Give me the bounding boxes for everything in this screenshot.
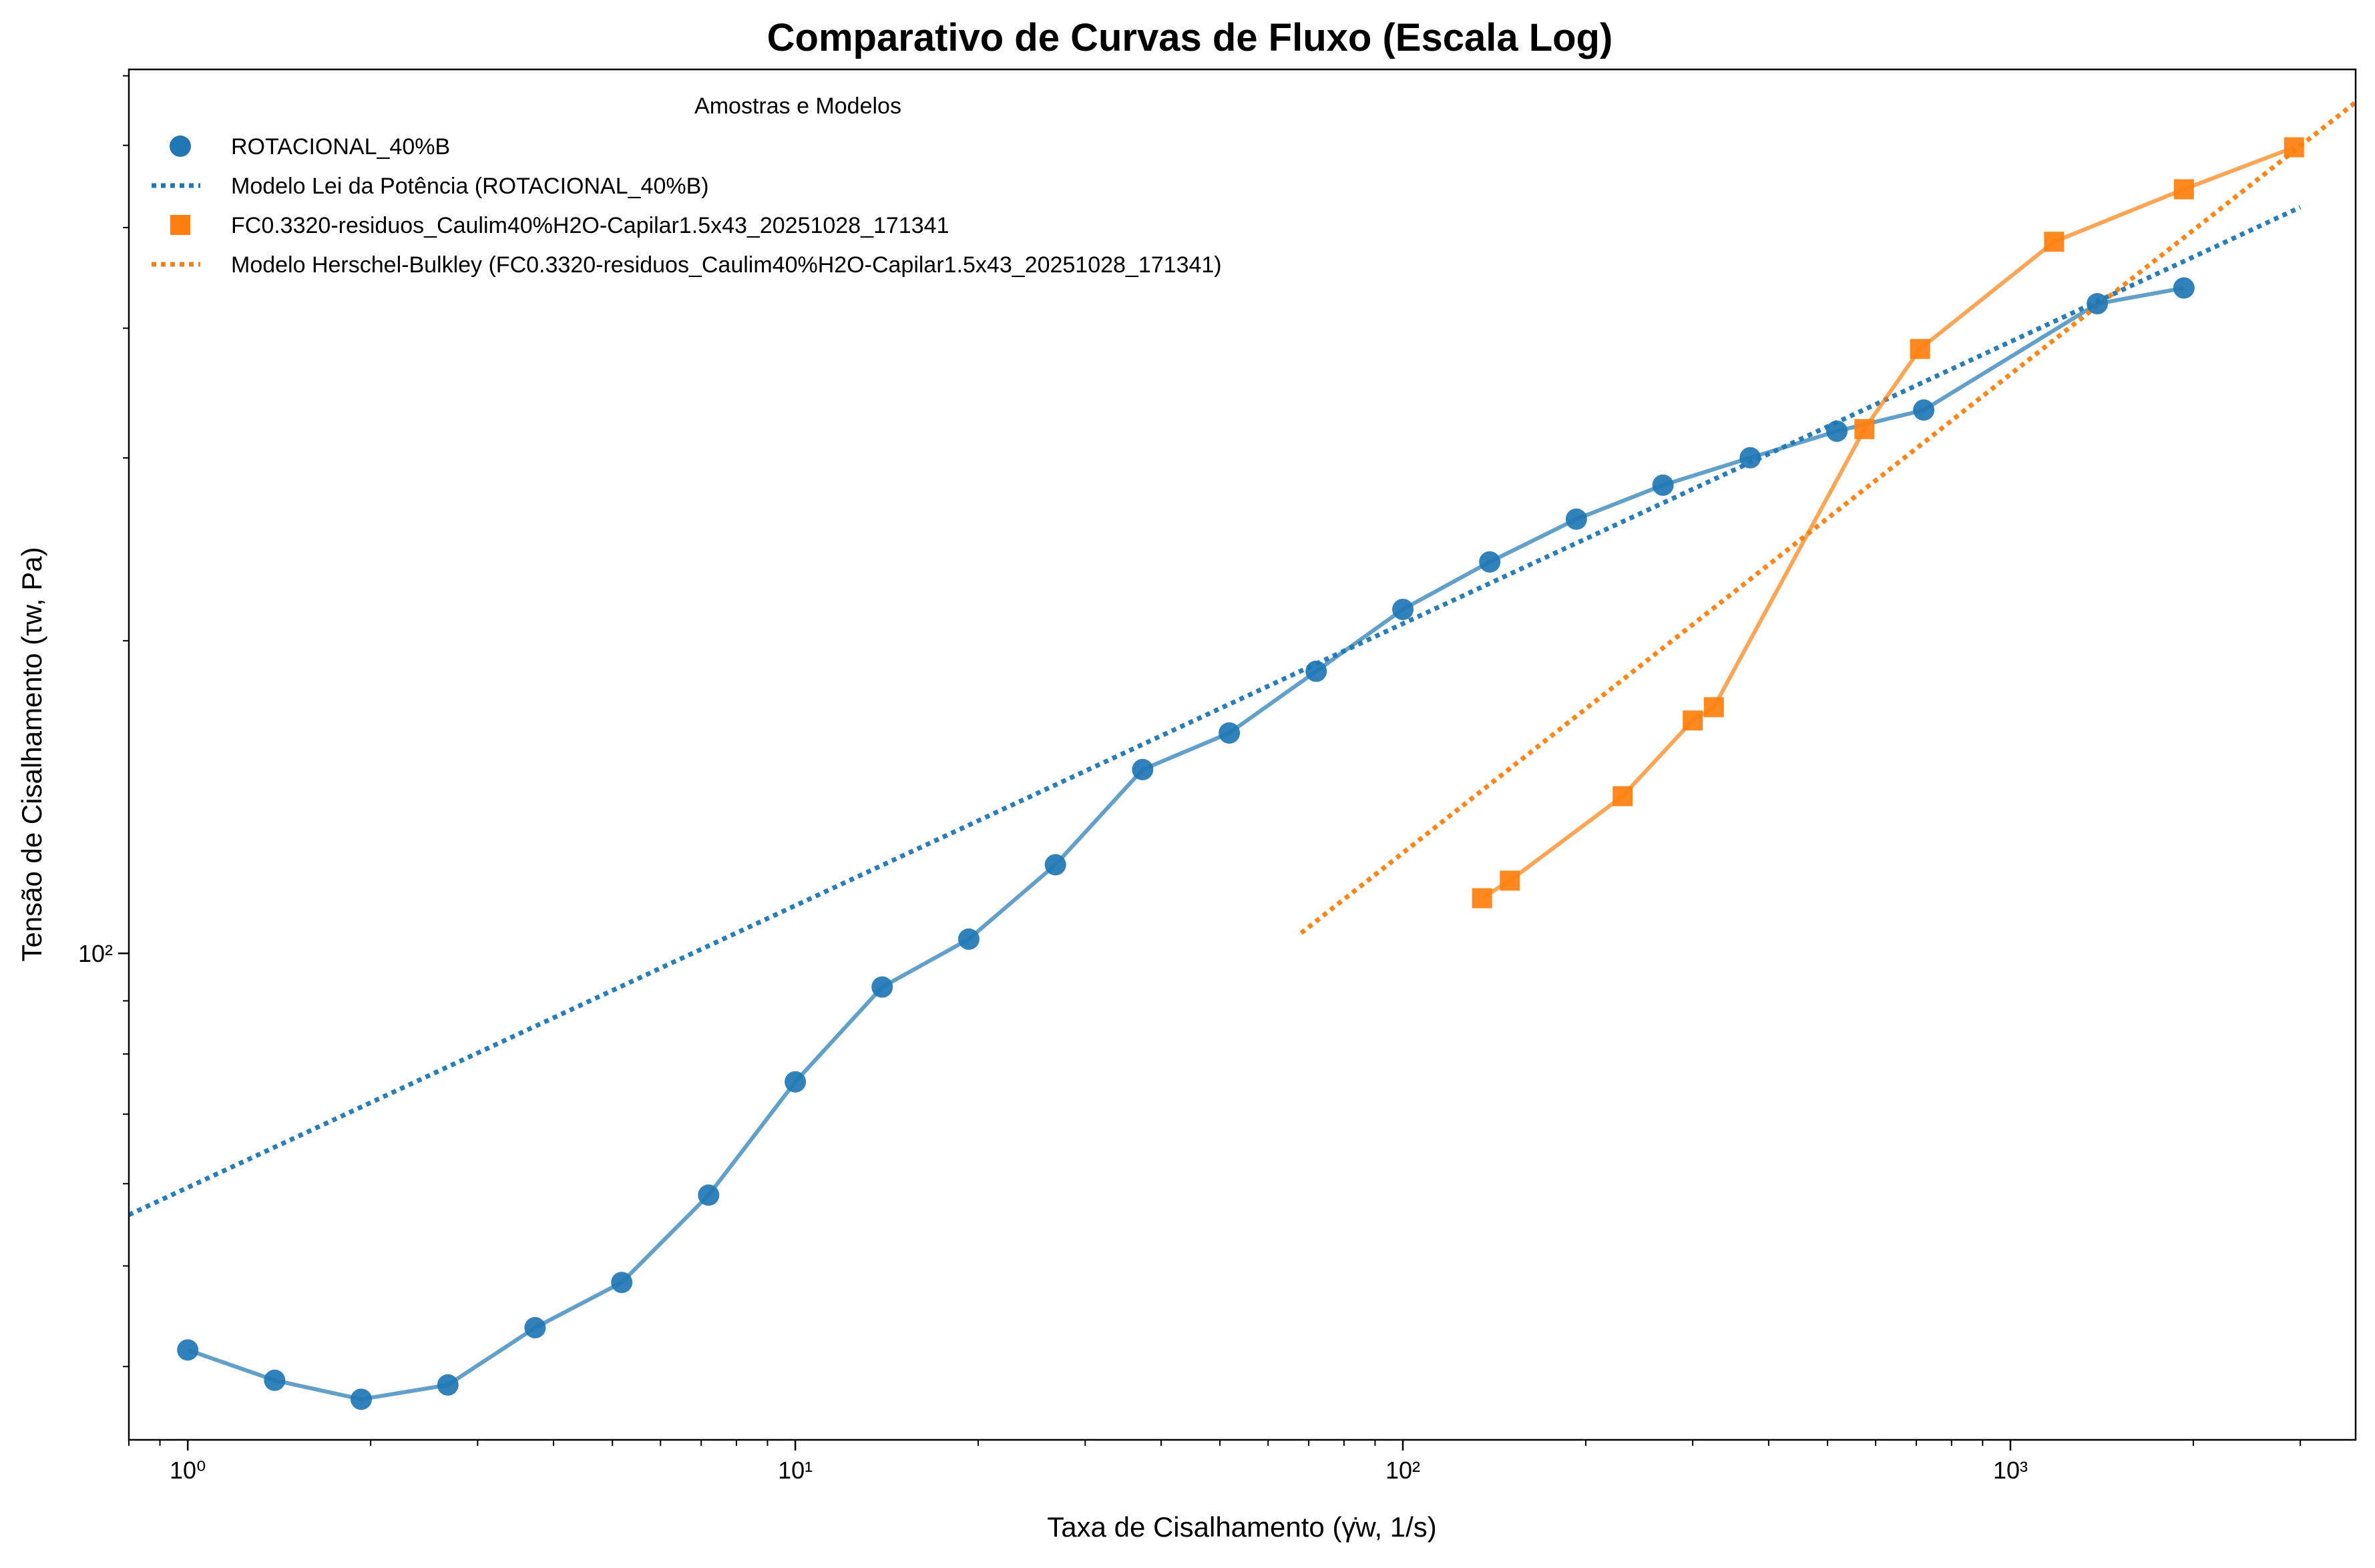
plot-area <box>129 100 2356 1410</box>
legend-entries: ROTACIONAL_40%B Modelo Lei da Potência (R… <box>152 134 1222 278</box>
data-point <box>1854 419 1875 439</box>
x-tick-label: 10¹ <box>778 1457 813 1484</box>
data-point <box>1910 338 1930 359</box>
data-point <box>1612 786 1633 806</box>
data-point <box>1044 854 1066 876</box>
data-point <box>524 1316 546 1338</box>
data-point <box>1913 399 1935 421</box>
model-line-1 <box>129 205 2302 1218</box>
data-point <box>785 1071 807 1093</box>
data-point <box>351 1388 373 1410</box>
data-point <box>1500 870 1520 891</box>
axes-frame <box>128 68 2357 1441</box>
y-axis-ticks: 10² <box>78 75 129 1368</box>
data-point <box>611 1272 633 1294</box>
x-tick-label: 10³ <box>1993 1457 2028 1484</box>
series-line-2 <box>1480 145 2295 900</box>
data-point <box>1472 888 1492 908</box>
data-point <box>177 1339 199 1361</box>
legend-title: Amostras e Modelos <box>694 93 901 119</box>
data-point <box>1219 722 1241 744</box>
legend: Amostras e Modelos ROTACIONAL_40%B Modelo… <box>152 93 1222 278</box>
data-point <box>1392 598 1414 620</box>
data-point <box>871 976 893 998</box>
legend-label: Modelo Herschel-Bulkley (FC0.3320-residu… <box>231 252 1222 278</box>
data-point <box>437 1374 459 1396</box>
data-point <box>1739 447 1761 469</box>
y-tick-label: 10² <box>78 940 113 967</box>
data-point <box>264 1369 286 1391</box>
legend-marker-swatch <box>170 136 191 157</box>
data-point <box>2044 232 2065 252</box>
data-point <box>1479 551 1501 573</box>
legend-label: ROTACIONAL_40%B <box>231 134 450 160</box>
data-point <box>2284 137 2304 158</box>
chart-title: Comparativo de Curvas de Fluxo (Escala L… <box>767 16 1613 59</box>
data-point <box>1132 758 1154 780</box>
data-point <box>957 928 980 950</box>
data-point <box>1683 710 1703 731</box>
x-axis-label: Taxa de Cisalhamento (γ̇w, 1/s) <box>1047 1511 1437 1543</box>
data-point <box>1703 697 1724 718</box>
data-point <box>2087 292 2109 314</box>
data-point <box>2173 179 2194 200</box>
data-point <box>1652 474 1674 496</box>
x-tick-label: 10² <box>1385 1457 1420 1484</box>
legend-label: FC0.3320-residuos_Caulim40%H2O-Capilar1.… <box>231 213 949 238</box>
data-point <box>698 1184 720 1206</box>
x-axis-ticks: 10⁰ 10¹ 10² 10³ <box>128 1440 2302 1484</box>
data-point <box>1305 660 1327 682</box>
x-tick-label: 10⁰ <box>170 1457 206 1484</box>
y-axis-label: Tensão de Cisalhamento (τw, Pa) <box>16 547 47 961</box>
data-point <box>2173 277 2195 299</box>
legend-label: Modelo Lei da Potência (ROTACIONAL_40%B) <box>231 174 709 199</box>
legend-marker-swatch <box>170 215 190 235</box>
data-point <box>1826 420 1848 442</box>
data-point <box>1565 508 1587 530</box>
